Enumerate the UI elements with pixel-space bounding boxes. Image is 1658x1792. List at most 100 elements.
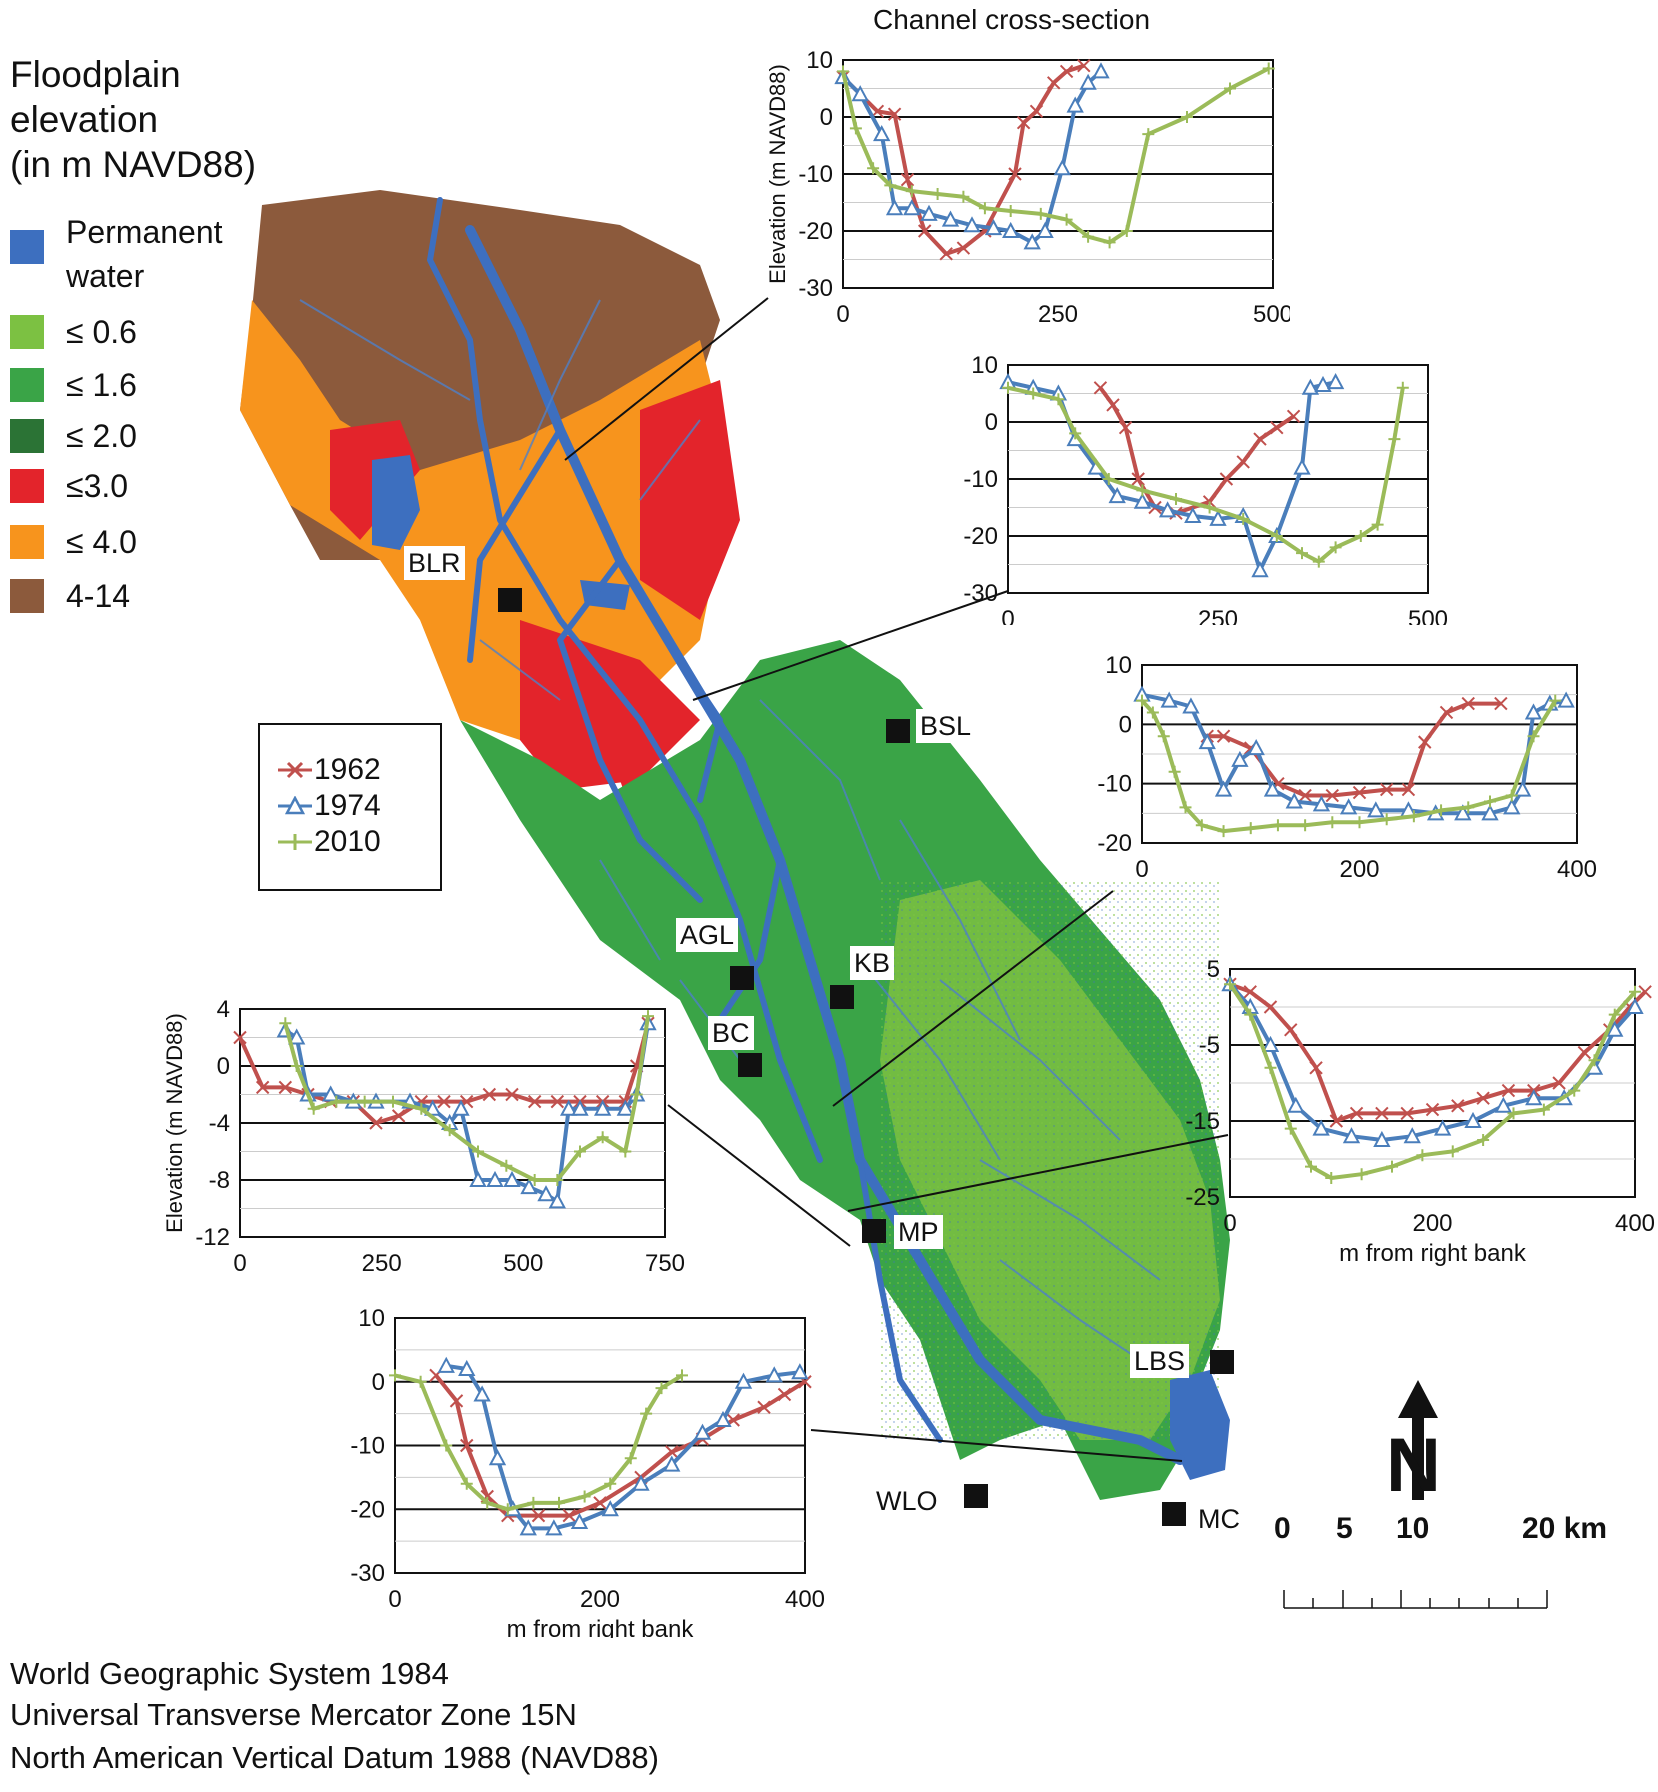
y-tick-label: -30 <box>350 1560 385 1587</box>
data-point <box>473 1385 491 1402</box>
legend-swatch <box>10 525 44 559</box>
data-point <box>440 1439 453 1452</box>
data-point <box>1120 225 1133 237</box>
data-point <box>619 1145 632 1158</box>
site-label-blr: BLR <box>404 546 465 580</box>
series-line-1974 <box>284 1022 650 1204</box>
y-tick-label: -8 <box>209 1167 230 1194</box>
data-point <box>1059 64 1074 79</box>
data-point <box>957 190 970 203</box>
data-point <box>486 1170 504 1187</box>
legend-item-0-6: ≤ 0.6 <box>10 312 137 352</box>
data-point <box>391 1109 406 1123</box>
data-point <box>1388 433 1401 446</box>
x-tick-label: 0 <box>233 1250 246 1277</box>
data-point <box>1002 221 1020 238</box>
data-point <box>437 1094 451 1109</box>
y-tick-label: -4 <box>209 1110 230 1137</box>
x-tick-label: 200 <box>580 1586 620 1613</box>
data-point <box>548 1192 567 1209</box>
data-point <box>1079 73 1097 90</box>
site-label-wlo: WLO <box>872 1484 942 1518</box>
x-tick-label: 0 <box>388 1586 401 1613</box>
data-point <box>1501 1083 1516 1098</box>
data-point <box>1168 765 1181 778</box>
data-point <box>1305 1160 1317 1173</box>
data-point <box>503 1170 521 1187</box>
y-tick-label: -25 <box>1185 1184 1220 1211</box>
data-point <box>1133 492 1152 509</box>
scale-label: 20 km <box>1522 1512 1608 1545</box>
data-point <box>851 85 869 102</box>
data-point <box>488 1449 507 1466</box>
data-point <box>1270 530 1283 542</box>
data-point <box>956 241 971 255</box>
data-point <box>1299 819 1312 832</box>
y-tick-label: -20 <box>798 218 833 245</box>
data-point <box>1513 780 1532 797</box>
data-point <box>1286 409 1301 424</box>
data-point <box>1237 512 1250 525</box>
data-point <box>1494 1096 1513 1113</box>
data-point <box>984 219 1003 236</box>
data-point <box>593 1099 612 1116</box>
data-point <box>545 1519 563 1536</box>
footer-line: World Geographic System 1984 <box>10 1656 449 1691</box>
data-point <box>1231 750 1249 767</box>
data-point <box>873 124 891 142</box>
data-point <box>1264 1061 1277 1074</box>
data-point <box>330 1095 343 1108</box>
legend-label: ≤ 1.6 <box>66 366 137 403</box>
series-line-1962 <box>841 63 1085 256</box>
data-point <box>693 1423 712 1440</box>
site-marker <box>1162 1502 1186 1526</box>
site-marker <box>498 588 522 612</box>
data-point <box>1008 167 1022 181</box>
data-point <box>1416 1149 1429 1162</box>
data-point <box>1373 1130 1391 1147</box>
legend-label: water <box>66 258 145 294</box>
data-point <box>1433 1119 1452 1136</box>
data-point <box>1181 111 1193 123</box>
data-point <box>1146 706 1159 719</box>
data-point <box>1638 985 1652 999</box>
data-point <box>1552 1076 1566 1090</box>
data-point <box>630 1088 643 1101</box>
legend-label: 4-14 <box>66 577 131 614</box>
data-point <box>963 216 981 233</box>
site-label-lbs: LBS <box>1130 1344 1190 1378</box>
data-point <box>1287 1096 1305 1113</box>
data-point <box>1027 387 1040 400</box>
data-point <box>1354 530 1367 542</box>
data-point <box>1626 997 1644 1014</box>
data-point <box>917 224 932 238</box>
data-point <box>1588 1054 1601 1067</box>
data-point <box>481 1496 494 1509</box>
legend-swatch <box>10 315 44 349</box>
data-point <box>616 1099 635 1116</box>
legend-swatch <box>10 579 44 613</box>
data-point <box>1461 696 1475 711</box>
data-point <box>1484 795 1496 808</box>
scale-bar <box>1283 1590 1548 1609</box>
data-point <box>642 1010 654 1023</box>
series-legend-label: 2010 <box>314 825 381 858</box>
data-point <box>482 1087 497 1102</box>
x-axis-label: m from right bank <box>507 1616 695 1638</box>
data-point <box>1527 730 1540 743</box>
legend-swatch <box>10 368 44 402</box>
north-label: N <box>1386 1423 1441 1508</box>
data-point <box>1339 798 1358 815</box>
data-point <box>520 1178 538 1195</box>
legend-label: ≤3.0 <box>66 467 129 504</box>
data-point <box>1476 1091 1490 1105</box>
data-point <box>1507 1107 1520 1120</box>
data-point <box>358 1095 371 1108</box>
data-point <box>1312 555 1325 568</box>
data-point <box>1353 816 1366 829</box>
data-point <box>307 1102 320 1115</box>
x-tick-label: 400 <box>1615 1210 1655 1237</box>
data-point <box>1263 1000 1278 1014</box>
y-axis-label: Elevation (m NAVD88) <box>162 1013 187 1233</box>
